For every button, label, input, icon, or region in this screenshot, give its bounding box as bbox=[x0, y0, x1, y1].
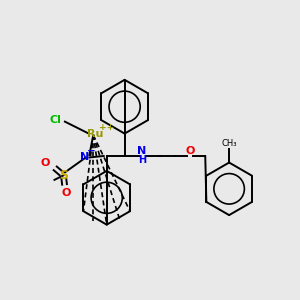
Text: N: N bbox=[80, 152, 89, 162]
Text: −: − bbox=[87, 146, 95, 156]
Text: O: O bbox=[62, 188, 71, 198]
Text: Ru: Ru bbox=[87, 129, 103, 139]
Text: S: S bbox=[59, 169, 68, 182]
Text: O: O bbox=[41, 158, 50, 168]
Text: CH₃: CH₃ bbox=[221, 139, 237, 148]
Text: O: O bbox=[186, 146, 195, 156]
Text: ++: ++ bbox=[99, 123, 114, 132]
Text: Cl: Cl bbox=[50, 115, 62, 125]
Text: H: H bbox=[138, 155, 146, 166]
Text: N: N bbox=[137, 146, 147, 156]
